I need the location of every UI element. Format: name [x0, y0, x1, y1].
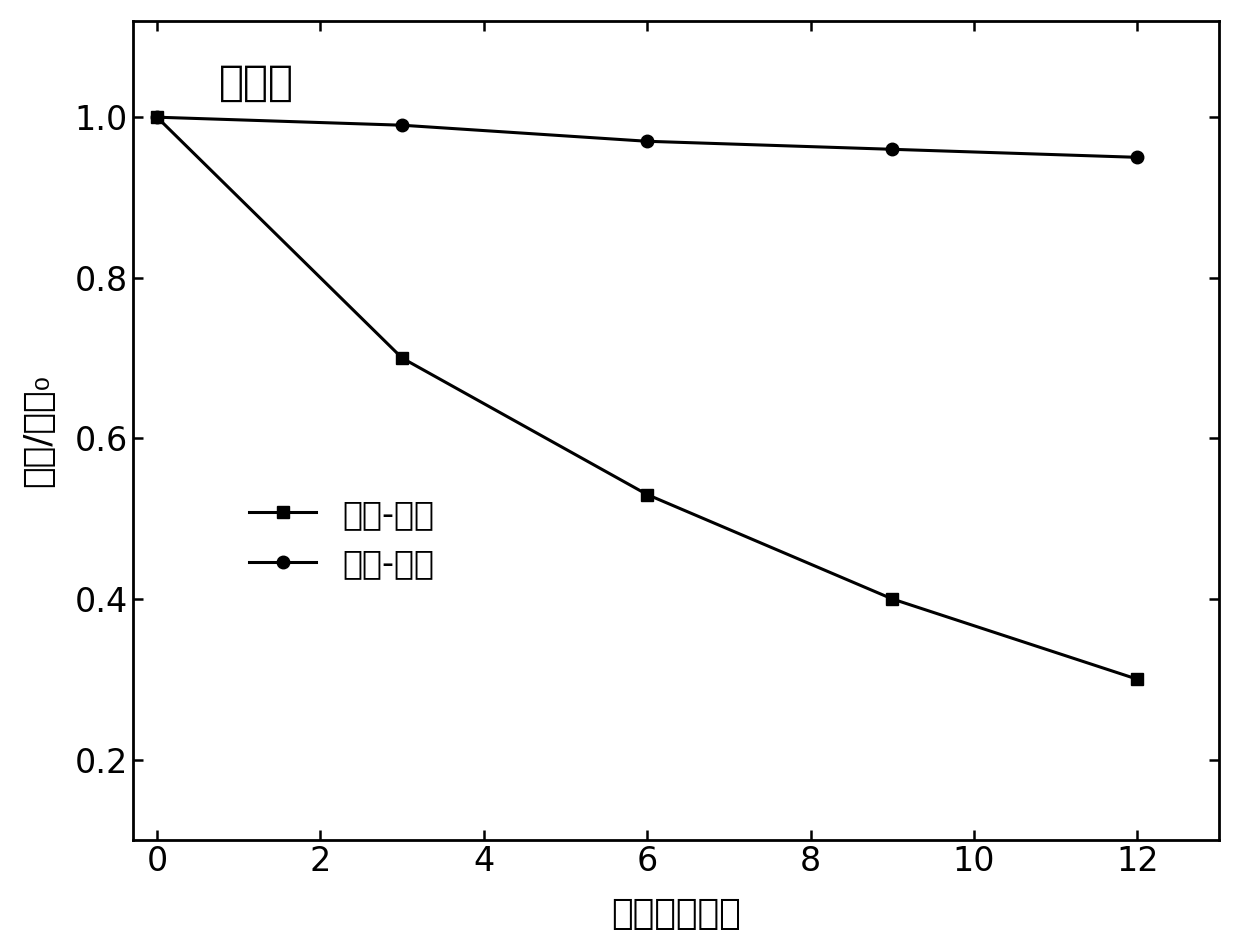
Text: 甲基橙: 甲基橙	[219, 62, 294, 104]
黑碳-黑暗	[885, 144, 900, 155]
黑碳-光照	[394, 352, 409, 364]
Legend: 黑碳-光照, 黑碳-黑暗: 黑碳-光照, 黑碳-黑暗	[236, 485, 448, 594]
黑碳-黑暗	[150, 111, 165, 123]
Line: 黑碳-光照: 黑碳-光照	[151, 111, 1143, 685]
黑碳-光照	[640, 489, 655, 501]
黑碳-光照	[885, 593, 900, 605]
Y-axis label: 浓度/浓度₀: 浓度/浓度₀	[21, 374, 55, 486]
黑碳-黑暗	[1130, 151, 1145, 163]
黑碳-光照	[1130, 674, 1145, 685]
黑碳-黑暗	[640, 135, 655, 147]
黑碳-光照	[150, 111, 165, 123]
X-axis label: 时间（小时）: 时间（小时）	[611, 897, 740, 931]
黑碳-黑暗	[394, 120, 409, 131]
Line: 黑碳-黑暗: 黑碳-黑暗	[151, 111, 1143, 164]
